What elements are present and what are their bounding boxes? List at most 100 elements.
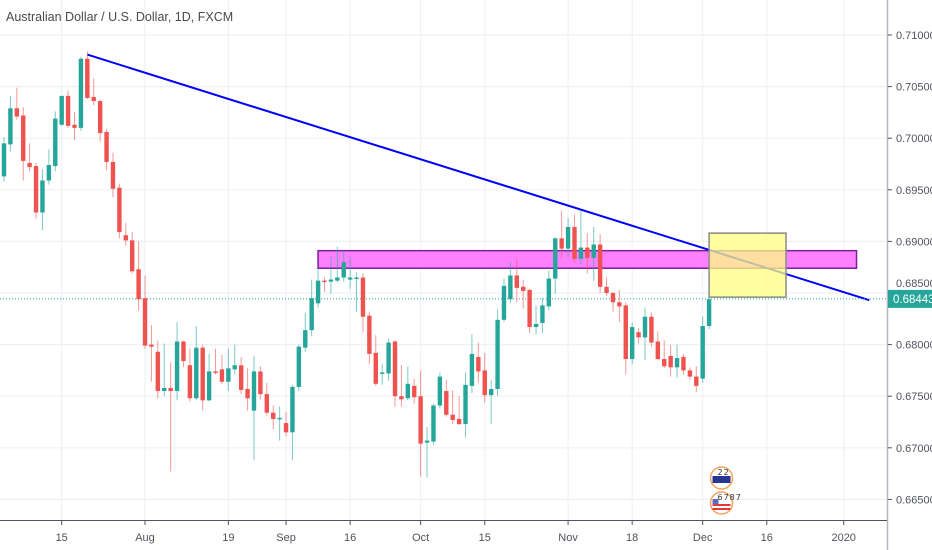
price-axis[interactable] [887,0,932,550]
candle-body [668,355,673,368]
drawings-overlay [708,232,787,298]
candle-body [72,124,77,128]
candle-body [341,262,346,278]
y-tick-label: 0.67000 [896,443,932,455]
candle-body [629,327,635,360]
x-tick-label: 16 [761,532,773,544]
candle-body [117,187,122,233]
target-box [708,232,787,298]
candle [559,210,564,258]
candle [668,344,673,377]
candle [527,288,532,334]
candle [65,90,71,128]
candle [476,342,481,383]
candle-body [392,341,398,397]
candle-body [322,280,327,283]
candle-body [142,298,148,346]
candle-body [527,289,532,328]
x-axis-ticks: 15 Aug 19 Sep 16 Oct 15 Nov 18 Dec 16 2020 [56,521,856,544]
x-tick-label: Nov [558,532,578,544]
candle-body [553,238,558,279]
candle [405,366,411,401]
candle [610,291,616,312]
candle-body [706,299,712,327]
candle [290,384,295,461]
candle [33,162,39,219]
candle [104,128,109,171]
event-markers[interactable]: 22 6787 [709,466,742,515]
candle [501,278,507,322]
candle-body [649,316,654,343]
candle [367,311,372,365]
y-tick-label: 0.68000 [896,340,932,352]
candle-body [533,323,539,328]
candle-body [418,396,423,444]
candle-body [14,108,20,117]
last-price-badge: 0.68443 [888,289,932,308]
candle-body [251,371,257,411]
candle-body [238,365,244,391]
candle [572,214,577,264]
x-tick-label: Oct [412,532,429,544]
candle-body [700,326,705,379]
candle-body [206,371,212,401]
candle-body [219,369,225,382]
candle [706,297,712,330]
candle [245,368,250,411]
time-axis[interactable] [0,520,932,550]
x-tick-label: Sep [276,532,296,544]
candle [206,353,212,402]
candle-body [21,115,26,161]
candle-body [347,277,353,280]
candle-body [123,235,128,241]
candle-body [591,244,596,258]
candle-body [405,383,411,399]
candle [130,232,135,274]
us-flag-icon [712,504,731,506]
candle [168,362,173,472]
candle-body [181,341,186,362]
candle [91,78,96,106]
candle [328,256,334,295]
candle-body [162,387,167,392]
candle-body [373,352,378,384]
candle [238,356,244,395]
candle-body [463,384,468,425]
au-flag-event-icon[interactable]: 22 [709,466,734,490]
candle-body [585,247,590,258]
candle-body [501,285,507,320]
candle [14,87,20,120]
candle-body [130,240,135,272]
candle-body [226,368,231,382]
candle [649,312,654,347]
candle [360,273,366,333]
candle-body [495,319,500,389]
candle [226,348,231,392]
candle-body [104,132,109,162]
candle-body [168,387,173,392]
candle [194,326,199,401]
candle [687,367,693,380]
x-tick-label: 18 [626,532,638,544]
candle [444,379,449,417]
candle-body [33,166,39,213]
candle-body [27,162,32,168]
us-flag-event-icon[interactable]: 6787 [709,491,742,515]
y-tick-label: 0.68500 [896,278,932,290]
candle [533,305,539,335]
candle [8,95,13,152]
candle [694,366,699,393]
candle-body [540,305,545,323]
x-tick-label: 15 [479,532,491,544]
candle [232,344,237,375]
us-flag-stripe [712,508,731,510]
candles [1,51,712,478]
candle-body [655,341,661,360]
candle [59,95,64,126]
candle-body [565,226,571,249]
candle-body [283,423,289,433]
candle [162,343,167,397]
x-tick-label: Aug [135,532,155,544]
y-axis-ticks: 0.71000 0.70500 0.70000 0.69500 0.69000 0.685… [888,30,932,506]
